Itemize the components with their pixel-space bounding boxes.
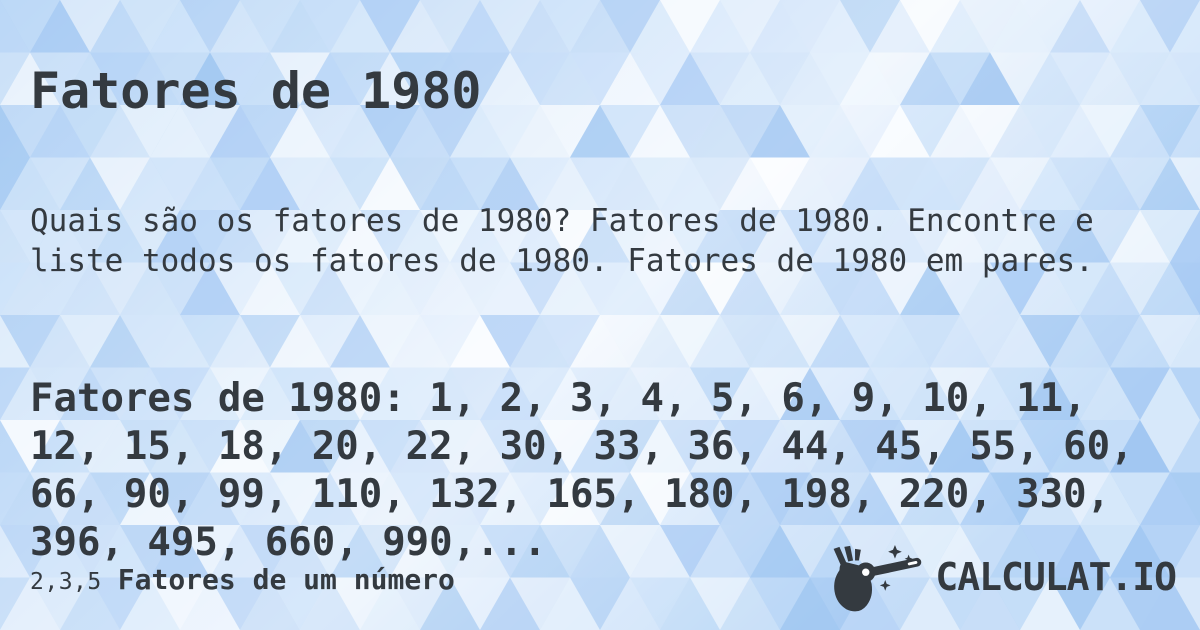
page-title: Fatores de 1980 xyxy=(30,61,482,120)
magic-wand-hand-icon xyxy=(833,544,922,612)
logo-wordmark: CALCULAT.IO xyxy=(935,555,1177,599)
category-breadcrumb: 2,3,5 Fatores de um número xyxy=(30,563,455,596)
category-label: Fatores de um número xyxy=(117,563,455,596)
factors-category-icon: 2,3,5 xyxy=(30,569,102,595)
description-text: Quais são os fatores de 1980? Fatores de… xyxy=(30,203,1094,279)
factors-list-text: Fatores de 1980: 1, 2, 3, 4, 5, 6, 9, 10… xyxy=(30,376,1134,565)
calculatio-logo: CALCULAT.IO xyxy=(819,544,1177,616)
